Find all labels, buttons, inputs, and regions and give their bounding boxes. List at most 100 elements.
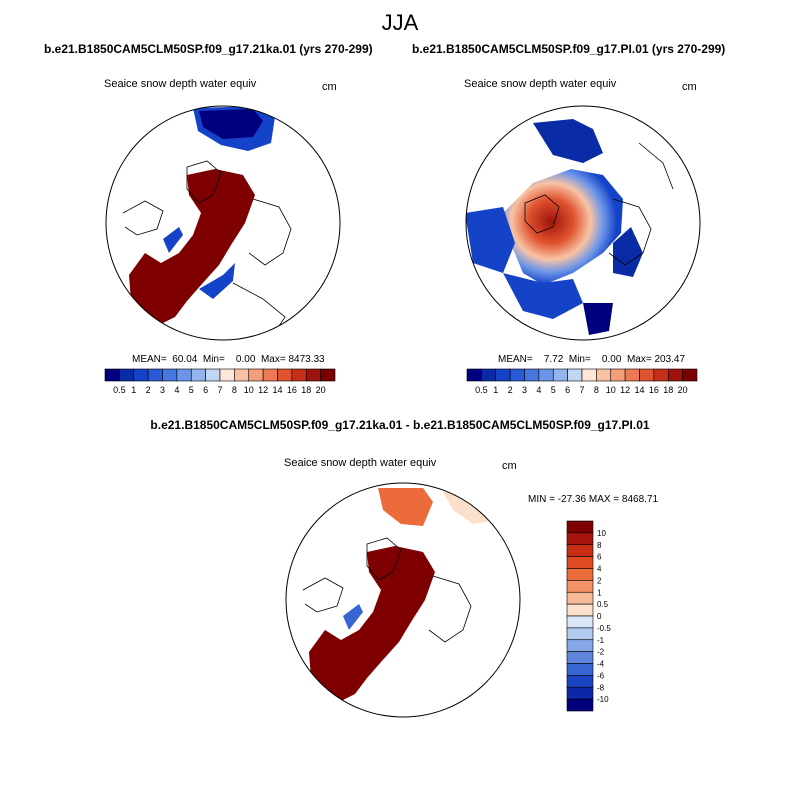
panel2-colorbar-swatch (509, 368, 525, 382)
panel2-colorbar-tick-label: 7 (579, 385, 584, 395)
panel2-colorbar-swatch (538, 368, 554, 382)
panel2-colorbar-swatch (639, 368, 655, 382)
diff-colorbar-tick-label: 1 (597, 588, 602, 597)
diff-colorbar-swatch (566, 532, 594, 546)
panel1-colorbar-tick-label: 2 (146, 385, 151, 395)
panel3-anomaly-north (378, 488, 433, 526)
diff-range-text: MIN = -27.36 MAX = 8468.71 (528, 494, 659, 505)
panel2-colorbar-tick-label: 1 (493, 385, 498, 395)
panel3-units: cm (502, 460, 517, 472)
panel2-case-title: b.e21.B1850CAM5CLM50SP.f09_g17.PI.01 (yr… (412, 42, 726, 56)
panel2-colorbar-tick-label: 14 (634, 385, 644, 395)
diff-colorbar-swatch (566, 675, 594, 688)
panel1-coast-canada (122, 200, 164, 236)
panel2-units: cm (682, 81, 697, 93)
panel3-polar-map (285, 482, 521, 718)
diff-colorbar-tick-label: 4 (597, 565, 602, 574)
diff-colorbar-swatch (566, 651, 594, 664)
diff-colorbar-swatch (566, 568, 594, 581)
panel2-colorbar-tick-label: 20 (678, 385, 688, 395)
diff-colorbar-tick-label: 2 (597, 576, 602, 585)
diff-colorbar-swatch (566, 663, 594, 676)
panel2-snow-field-north (533, 119, 603, 163)
panel2-colorbar-tick-label: 0.5 (475, 385, 488, 395)
diff-colorbar-swatch (566, 615, 594, 629)
diff-title: b.e21.B1850CAM5CLM50SP.f09_g17.21ka.01 -… (150, 418, 650, 432)
panel1-colorbar-tick-label: 3 (160, 385, 165, 395)
panel1-colorbar-tick-label: 18 (301, 385, 311, 395)
panel2-map-border (465, 105, 701, 341)
season-title: JJA (381, 10, 419, 35)
diff-colorbar-tick-label: 8 (597, 541, 602, 550)
panel2-colorbar: 0.5 1 2 3 4 5 6 7 8 10 12 14 16 18 20 (466, 368, 698, 395)
panel3-coast-europe (428, 575, 472, 643)
panel1-colorbar-swatch (176, 368, 192, 382)
diff-colorbar-tick-label: -0.5 (597, 624, 611, 633)
panel2-colorbar-swatch (466, 368, 482, 382)
diff-colorbar-swatch (566, 556, 594, 569)
panel1-colorbar-tick-label: 14 (272, 385, 282, 395)
panel2-snow-field-edge-se (583, 303, 613, 335)
diff-colorbar-tick-label: -10 (597, 695, 609, 704)
diff-colorbar-tick-label: -6 (597, 671, 605, 680)
panel1-colorbar: 0.5 1 2 3 4 5 6 7 8 10 12 14 16 18 20 (104, 368, 336, 395)
panel1-polar-map (105, 105, 341, 341)
panel1-colorbar-swatch (133, 368, 149, 382)
panel1-stats: MEAN= 60.04 Min= 0.00 Max= 8473.33 (132, 354, 325, 365)
diff-colorbar-swatch (566, 520, 594, 534)
panel1-colorbar-swatch (320, 368, 336, 382)
panel2-colorbar-swatch (653, 368, 669, 382)
panel2-colorbar-tick-label: 12 (620, 385, 630, 395)
panel1-snow-field-deep-blue (199, 109, 263, 139)
panel1-colorbar-tick-label: 1 (131, 385, 136, 395)
panel2-colorbar-tick-label: 16 (649, 385, 659, 395)
diff-colorbar-tick-label: 0 (597, 612, 602, 621)
diff-colorbar-tick-label: -2 (597, 648, 605, 657)
panel1-case-title: b.e21.B1850CAM5CLM50SP.f09_g17.21ka.01 (… (44, 42, 373, 56)
panel2-colorbar-swatch (667, 368, 683, 382)
diff-colorbar: 10 8 6 4 2 1 0.5 0 -0.5 -1 -2 -4 -6 -8 -10 (566, 520, 611, 712)
panel2-colorbar-swatch (495, 368, 511, 382)
panel2-colorbar-swatch (552, 368, 568, 382)
panel1-snow-field-blue-strip (163, 227, 183, 253)
panel2-colorbar-tick-label: 6 (565, 385, 570, 395)
panel1-coast-greenland (186, 160, 222, 204)
panel2-colorbar-swatch (581, 368, 597, 382)
panel1-colorbar-swatch (234, 368, 250, 382)
panel2-colorbar-tick-label: 3 (522, 385, 527, 395)
panel1-colorbar-swatch (305, 368, 321, 382)
panel1-units: cm (322, 81, 337, 93)
panel1-coast-europe (248, 198, 292, 266)
panel2-colorbar-tick-label: 10 (606, 385, 616, 395)
diff-colorbar-swatch (566, 544, 594, 557)
panel1-colorbar-tick-label: 4 (174, 385, 179, 395)
diff-colorbar-swatch (566, 580, 594, 593)
diff-colorbar-tick-label: 10 (597, 529, 606, 538)
panel1-colorbar-tick-label: 20 (316, 385, 326, 395)
panel2-colorbar-swatch (610, 368, 626, 382)
panel1-colorbar-tick-label: 12 (258, 385, 268, 395)
panel3-anomaly-red-main (309, 546, 435, 702)
panel3-coast-canada (302, 577, 344, 613)
diff-colorbar-tick-label: -4 (597, 660, 605, 669)
panel1-colorbar-tick-label: 16 (287, 385, 297, 395)
panel2-snow-field-main (503, 169, 623, 285)
panel2-colorbar-swatch (596, 368, 612, 382)
diff-colorbar-swatch (566, 627, 594, 641)
panel1-colorbar-swatch (162, 368, 178, 382)
panel1-colorbar-swatch (190, 368, 206, 382)
panel2-snow-field-edge-east (613, 227, 643, 277)
panel1-colorbar-swatch (147, 368, 163, 382)
panel1-colorbar-swatch (104, 368, 120, 382)
diff-colorbar-swatch (566, 698, 594, 712)
panel2-polar-map (465, 105, 701, 341)
diff-colorbar-swatch (566, 639, 594, 652)
panel2-colorbar-tick-label: 8 (594, 385, 599, 395)
panel2-snow-field-south (503, 273, 583, 319)
panel1-colorbar-tick-label: 10 (244, 385, 254, 395)
panel1-colorbar-tick-label: 8 (232, 385, 237, 395)
diff-colorbar-swatch (566, 591, 594, 605)
diff-colorbar-tick-label: 0.5 (597, 600, 609, 609)
diff-colorbar-swatch (566, 603, 594, 617)
panel1-map-border (105, 105, 341, 341)
